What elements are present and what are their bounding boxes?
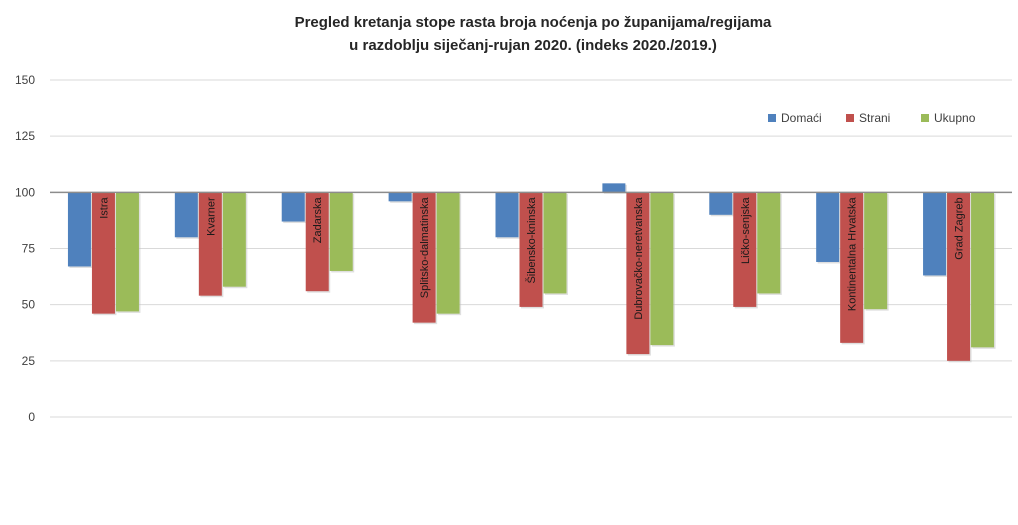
category-label: Istra: [98, 196, 110, 218]
bars: [67, 183, 996, 363]
bar-strani-1: [198, 192, 222, 296]
chart-subtitle: u razdoblju siječanj-rujan 2020. (indeks…: [349, 37, 717, 54]
bar-ukupno-3: [436, 192, 460, 314]
y-tick-label: 75: [22, 242, 36, 256]
bar-ukupno-5: [650, 192, 674, 346]
bar-domaći-8: [923, 192, 947, 276]
y-tick-label: 0: [28, 410, 35, 424]
legend-swatch-strani: [846, 114, 854, 122]
bar-domaći-4: [495, 192, 519, 238]
y-axis: 0 25 50 75 100 125 150: [15, 73, 35, 424]
bar-ukupno-2: [329, 192, 353, 271]
bar-ukupno-7: [864, 192, 888, 310]
bar-domaći-0: [67, 192, 91, 267]
category-labels: Istra Kvarner Zadarska Splitsko-dalmatinska…: [98, 196, 965, 319]
bar-domaći-3: [388, 192, 412, 202]
legend-swatch-domaći: [768, 114, 776, 122]
category-label: Kontinentalna Hrvatska: [847, 196, 859, 311]
bar-ukupno-1: [222, 192, 246, 287]
bar-strani-3: [412, 192, 436, 323]
bar-ukupno-6: [757, 192, 781, 294]
y-tick-label: 100: [15, 185, 35, 199]
bar-ukupno-0: [115, 192, 139, 312]
legend-swatch-ukupno: [921, 114, 929, 122]
category-label: Grad Zagreb: [954, 197, 966, 259]
bar-strani-4: [519, 192, 543, 307]
bar-ukupno-4: [543, 192, 567, 294]
bar-domaći-2: [281, 192, 305, 222]
legend-label-domaći: Domaći: [781, 111, 822, 125]
bar-strani-8: [947, 192, 971, 361]
bar-strani-5: [626, 192, 650, 355]
legend-label-strani: Strani: [859, 111, 890, 125]
bar-ukupno-8: [971, 192, 995, 348]
bar-strani-2: [305, 192, 329, 292]
bar-strani-0: [91, 192, 115, 314]
bar-strani-6: [733, 192, 757, 307]
legend-label-ukupno: Ukupno: [934, 111, 976, 125]
bar-domaći-1: [174, 192, 198, 238]
bar-strani-7: [840, 192, 864, 343]
category-label: Splitsko-dalmatinska: [419, 196, 431, 298]
bar-domaći-7: [816, 192, 840, 262]
legend: Domaći Strani Ukupno: [768, 111, 976, 125]
y-tick-label: 50: [22, 298, 36, 312]
category-label: Šibensko-kninska: [525, 196, 538, 283]
y-tick-label: 150: [15, 73, 35, 87]
category-label: Dubrovačko-neretvanska: [633, 196, 645, 319]
category-label: Zadarska: [312, 196, 324, 243]
category-label: Kvarner: [205, 197, 217, 236]
bar-domaći-5: [602, 183, 626, 193]
chart-title: Pregled kretanja stope rasta broja noćen…: [295, 14, 772, 31]
bar-domaći-6: [709, 192, 733, 215]
y-tick-label: 125: [15, 129, 35, 143]
category-label: Ličko-senjska: [740, 196, 752, 264]
y-tick-label: 25: [22, 354, 36, 368]
